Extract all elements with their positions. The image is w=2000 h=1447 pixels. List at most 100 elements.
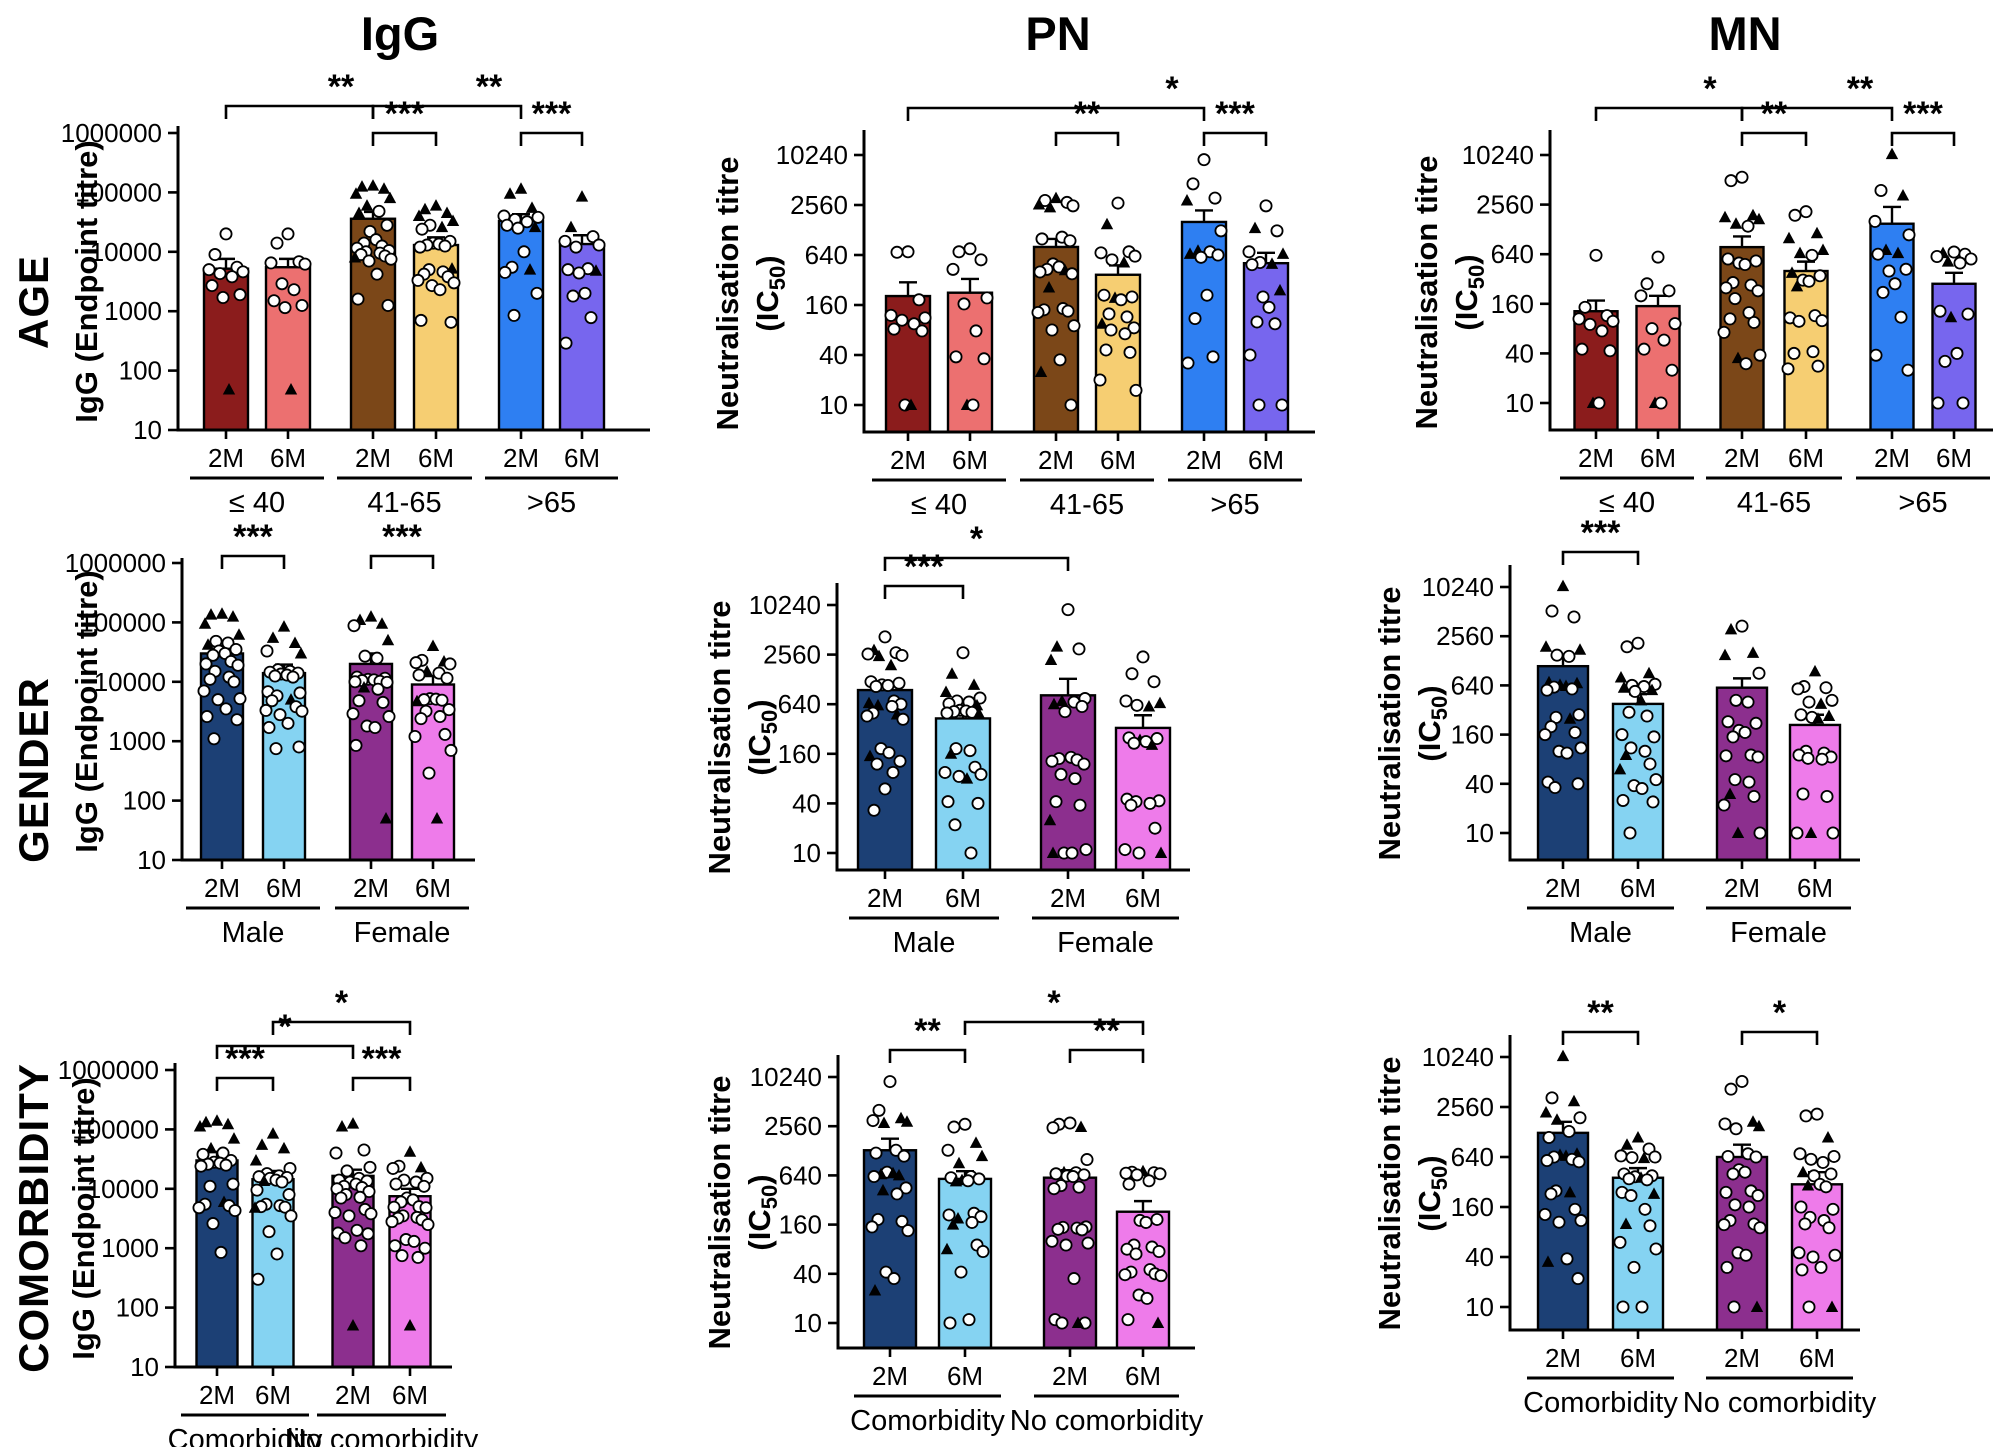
axes-age-igg: 10 100 1000 10000 100000 1000000 2M 6M 2M 6M 2M 6M ≤… [61,118,650,519]
svg-text:2M: 2M [872,1361,908,1391]
points-age-igg-0 [202,227,250,395]
svg-text:40: 40 [1505,338,1534,368]
significance-com-mn: ** * [1561,994,1819,1045]
points-com-igg-3 [385,1145,435,1331]
svg-text:≤ 40: ≤ 40 [1599,487,1655,519]
svg-text:6M: 6M [418,443,454,473]
svg-text:41-65: 41-65 [367,487,441,519]
points-age-igg-3 [411,199,461,329]
svg-text:2M: 2M [204,873,240,903]
svg-text:≤ 40: ≤ 40 [911,489,967,521]
svg-text:640: 640 [778,689,821,719]
svg-text:Neutralisation titre: Neutralisation titre [1409,156,1444,430]
svg-text:6M: 6M [952,445,988,475]
svg-text:10240: 10240 [749,590,821,620]
chart-gender-igg: 10 100 1000 10000 100000 1000000 2M 6M 2M 6M Male F… [65,518,475,949]
points-com-pn-2 [1045,1116,1095,1330]
svg-text:6M: 6M [1125,883,1161,913]
svg-text:2560: 2560 [1436,1092,1494,1122]
bars-com-pn [862,1075,1171,1350]
svg-text:>65: >65 [527,487,576,519]
bar-com-igg-0 [195,1159,239,1369]
svg-text:2M: 2M [1186,445,1222,475]
svg-text:10000: 10000 [87,1174,159,1204]
svg-text:(IC50): (IC50) [1412,1155,1452,1231]
svg-text:≤ 40: ≤ 40 [229,487,285,519]
svg-text:***: *** [225,1040,265,1078]
points-com-pn-3 [1118,1164,1168,1328]
chart-gender-pn: 10 40 160 640 2560 10240 2M 6M 2M 6M Male Female Neu… [702,520,1190,959]
svg-text:6M: 6M [1936,443,1972,473]
svg-text:10: 10 [792,838,821,868]
svg-text:2M: 2M [1724,1343,1760,1373]
svg-text:***: *** [1581,514,1621,552]
svg-text:100: 100 [119,356,162,386]
points-com-igg-1 [248,1127,298,1286]
points-gender-igg-3 [408,639,458,824]
svg-text:2M: 2M [1052,1361,1088,1391]
svg-text:1000: 1000 [101,1233,159,1263]
svg-text:10: 10 [793,1308,822,1338]
axes-gender-igg: 10 100 1000 10000 100000 1000000 2M 6M 2M 6M Male F… [65,548,475,949]
points-com-mn-3 [1792,1107,1842,1314]
svg-text:>65: >65 [1898,487,1947,519]
svg-text:6M: 6M [1788,443,1824,473]
chart-com-mn: 10 40 160 640 2560 10240 2M 6M 2M 6M Comorbidity No… [1372,994,1877,1419]
svg-text:2560: 2560 [1476,190,1534,220]
significance-gender-pn: **** [883,520,1070,599]
svg-text:100: 100 [116,1293,159,1323]
svg-text:6M: 6M [1620,873,1656,903]
svg-text:2560: 2560 [790,190,848,220]
svg-text:2M: 2M [1578,443,1614,473]
axes-com-mn: 10 40 160 640 2560 10240 2M 6M 2M 6M Comorbidity No… [1422,1035,1877,1419]
points-age-pn-0 [884,245,932,412]
bar-com-mn-2 [1715,1155,1769,1332]
column-title-pn: PN [1025,7,1091,60]
points-age-pn-5 [1242,199,1290,412]
svg-text:>65: >65 [1210,489,1259,521]
svg-text:2560: 2560 [1436,621,1494,651]
points-gender-pn-2 [1043,603,1093,860]
svg-text:40: 40 [1465,1242,1494,1272]
axes-age-mn: 10 40 160 640 2560 10240 2M 6M 2M 6M 2M 6M ≤ 40 41-65… [1462,130,1993,519]
svg-text:2560: 2560 [763,640,821,670]
svg-text:***: *** [1215,95,1255,133]
svg-text:**: ** [914,1012,941,1050]
svg-text:*: * [1047,984,1061,1022]
svg-text:Neutralisation titre: Neutralisation titre [1372,587,1407,861]
svg-text:Female: Female [1730,917,1827,949]
svg-text:**: ** [328,68,355,106]
svg-text:10000: 10000 [94,667,166,697]
bars-gender-igg [197,607,458,862]
points-age-igg-2 [348,179,398,312]
svg-text:Male: Male [893,927,956,959]
svg-text:*: * [1165,70,1179,108]
bars-com-igg [192,1114,435,1369]
svg-text:1000: 1000 [108,726,166,756]
chart-com-pn: 10 40 160 640 2560 10240 2M 6M 2M 6M Comorbidity No… [702,984,1204,1437]
points-age-igg-5 [558,190,606,350]
svg-text:2M: 2M [1545,873,1581,903]
svg-text:6M: 6M [392,1380,428,1410]
svg-text:2560: 2560 [764,1111,822,1141]
svg-text:Male: Male [1569,917,1632,949]
chart-com-igg: 10 100 1000 10000 100000 1000000 2M 6M 2M 6M Comor… [58,984,479,1447]
svg-text:6M: 6M [415,873,451,903]
svg-text:**: ** [1093,1012,1120,1050]
bar-gender-pn-1 [934,717,992,872]
svg-text:***: *** [385,95,425,133]
bars-com-mn [1536,1049,1844,1332]
points-gender-pn-0 [860,630,910,817]
svg-text:(IC50): (IC50) [742,699,782,775]
column-title-igg: IgG [360,7,440,60]
bar-gender-pn-2 [1039,694,1097,872]
svg-text:41-65: 41-65 [1050,489,1124,521]
significance-com-igg: ***** *** [215,984,412,1091]
svg-text:2M: 2M [199,1380,235,1410]
svg-text:2M: 2M [1724,443,1760,473]
bar-age-mn-2 [1719,245,1765,432]
points-age-mn-2 [1717,170,1767,371]
svg-text:100000: 100000 [72,1114,159,1144]
axes-gender-mn: 10 40 160 640 2560 10240 2M 6M 2M 6M Male Female [1422,565,1860,949]
